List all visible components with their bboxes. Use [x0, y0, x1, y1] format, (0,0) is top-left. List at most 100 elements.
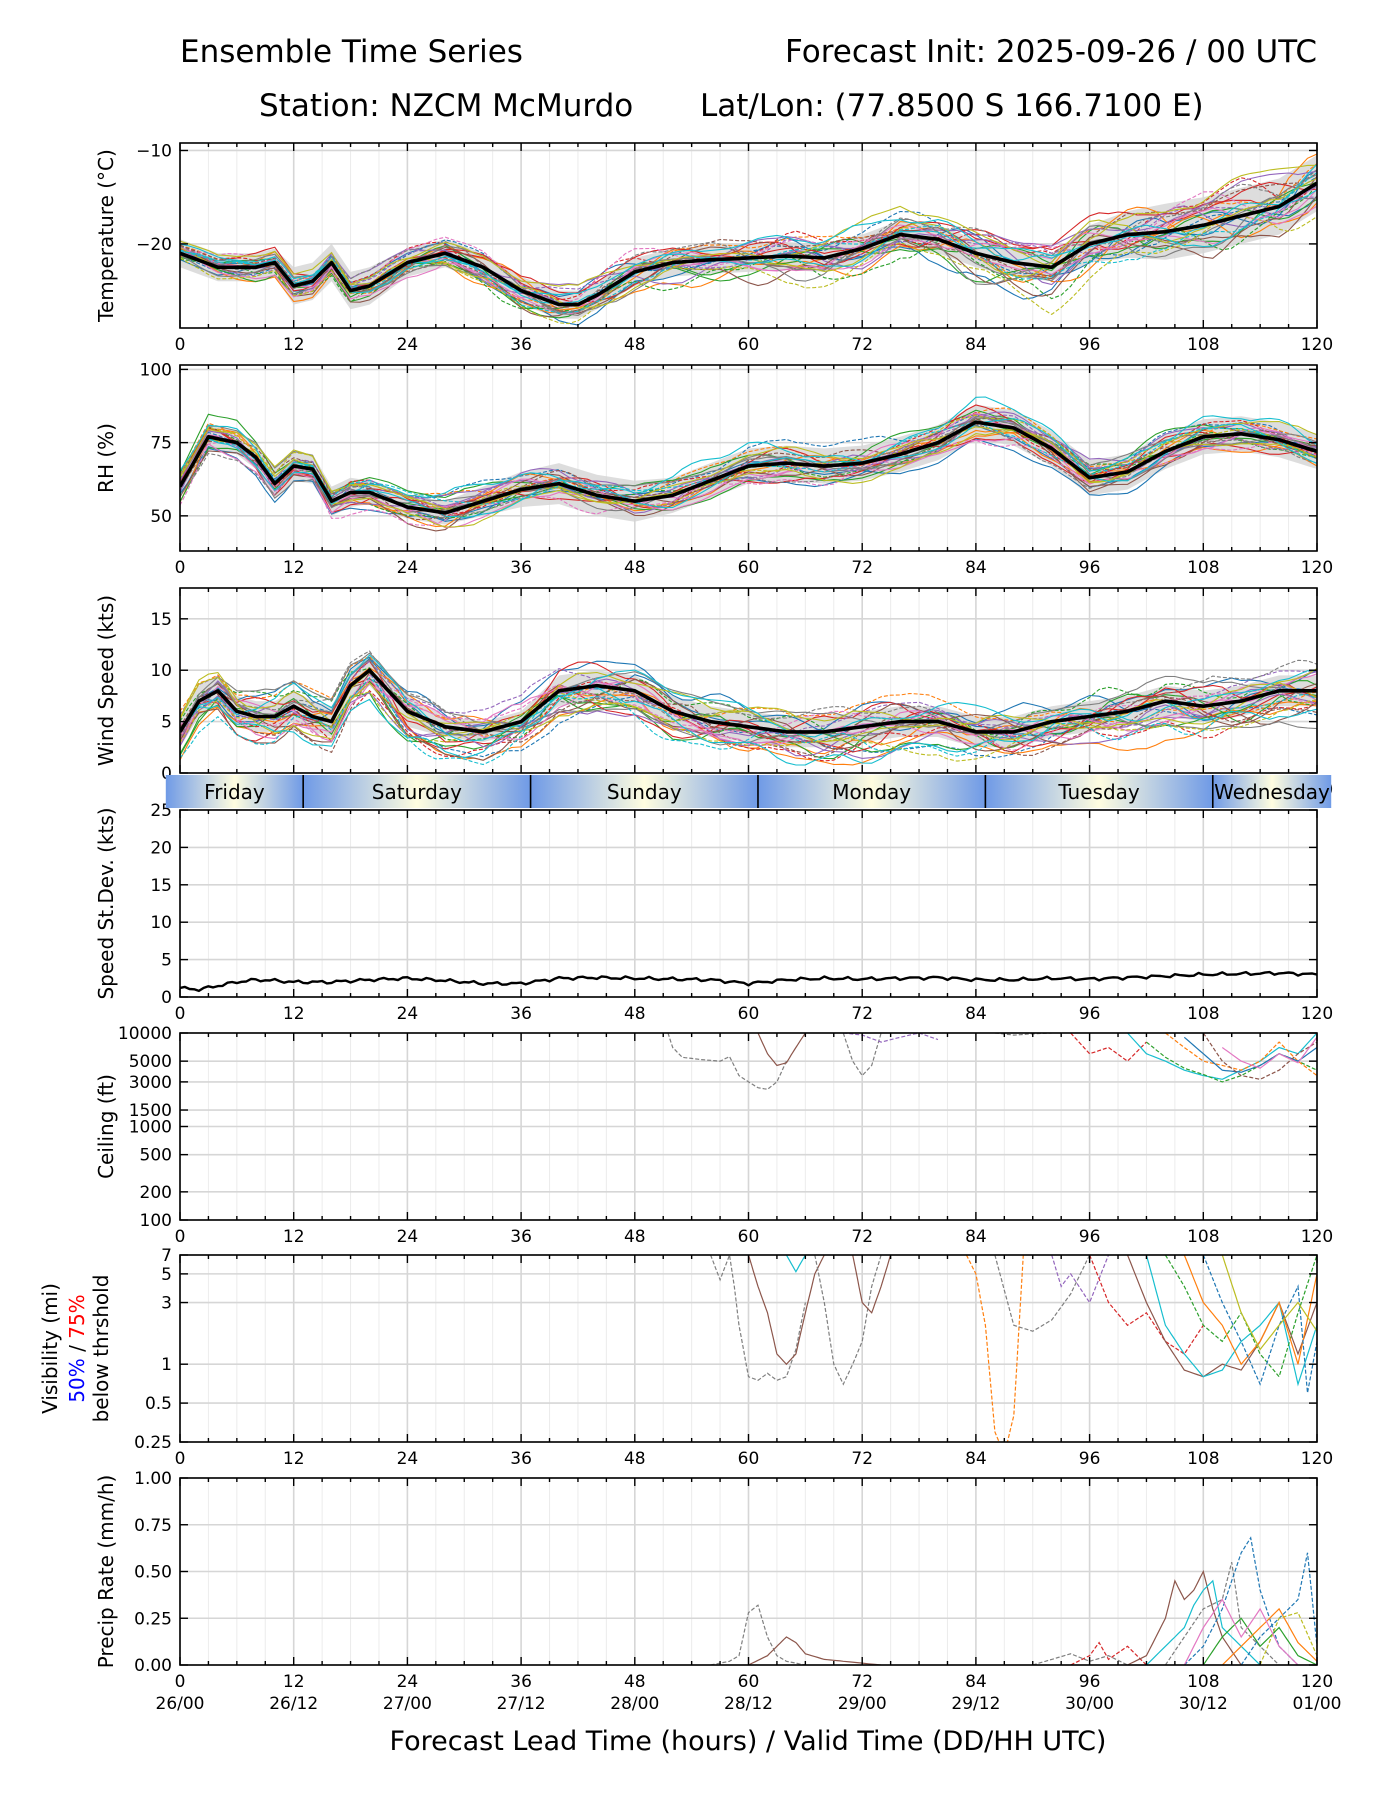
x-tick-label: 60 [738, 1227, 760, 1247]
x-tick-label: 48 [624, 1449, 646, 1469]
day-segment [530, 775, 758, 808]
ensemble-member-line [1183, 1036, 1317, 1073]
ensemble-member-line [180, 685, 1317, 766]
ensemble-member-line [1183, 1255, 1317, 1366]
y-tick-label: 5 [161, 1265, 172, 1285]
y-tick-label: −20 [136, 235, 172, 255]
y-tick-label: 0.25 [134, 1609, 172, 1629]
y-tick-label: 10 [150, 913, 172, 933]
plot-area [180, 396, 1317, 532]
x-tick-label: 12 [283, 1449, 305, 1469]
panel-wind: 01224364860728496108120051015Wind Speed … [94, 587, 1333, 800]
ensemble-member-line [1032, 1653, 1128, 1665]
x-tick-label: 24 [397, 558, 419, 578]
ensemble-member-line [747, 1255, 825, 1366]
y-axis-label: Precip Rate (mm/h) [94, 1475, 118, 1669]
y-axis-label: Temperature (°C) [94, 149, 118, 323]
day-label: Wednesday [1214, 780, 1330, 804]
valid-time-label: 27/00 [383, 1694, 432, 1714]
y-tick-label: 0 [161, 988, 172, 1008]
valid-time-label: 28/12 [724, 1694, 773, 1714]
ensemble-mean-line [180, 668, 1317, 734]
valid-time-label: 26/12 [269, 1694, 318, 1714]
ensemble-member-line [180, 153, 1317, 311]
ensemble-member-line [180, 429, 1317, 528]
x-tick-label: 12 [283, 1004, 305, 1024]
x-axis-title: Forecast Lead Time (hours) / Valid Time … [390, 1726, 1107, 1757]
y-tick-label: 1.00 [134, 1469, 172, 1489]
x-tick-label: 84 [965, 1227, 987, 1247]
forecast-init: Forecast Init: 2025-09-26 / 00 UTC [785, 34, 1317, 70]
y-tick-label: 0.00 [134, 1656, 172, 1676]
panel-rh: 0 12 24 36 48 60 72 84 96 108 120 50 75 100 RH (%) [94, 360, 1333, 578]
x-tick-label: 72 [851, 1227, 873, 1247]
below-threshold-label: below thrshold [89, 1275, 113, 1423]
valid-time-label: 27/12 [497, 1694, 546, 1714]
valid-time-label: 29/12 [951, 1694, 1000, 1714]
plot-area [180, 650, 1317, 766]
day-segment [985, 775, 1213, 808]
valid-time-label: 29/00 [838, 1694, 887, 1714]
spread-band [180, 654, 1317, 748]
ensemble-member-line [852, 1255, 892, 1314]
ensemble-member-line [180, 652, 1317, 734]
day-label: Saturday [372, 780, 462, 804]
ensemble-member-line [180, 188, 1317, 308]
x-ticks [179, 588, 1318, 773]
valid-time-label: 30/12 [1179, 1694, 1228, 1714]
x-tick-label: 36 [510, 1227, 532, 1247]
x-tick-label: 84 [965, 558, 987, 578]
x-tick-label: 60 [738, 1004, 760, 1024]
y-tick-label: 100 [140, 1211, 172, 1231]
day-segment [165, 775, 304, 808]
x-tick-label: 84 [965, 1672, 987, 1692]
day-label: Tuesday [1057, 780, 1140, 804]
x-tick-label: 48 [624, 558, 646, 578]
plot-area [180, 153, 1317, 326]
x-tick-label: 12 [283, 1227, 305, 1247]
y-axis-label: Speed St.Dev. (kts) [94, 807, 118, 999]
x-tick-label: 72 [851, 1672, 873, 1692]
ensemble-member-line [965, 1255, 1024, 1442]
panel-temp: 0 12 24 36 48 60 72 84 96 108 120 −10 −20 Temperature… [94, 141, 1333, 355]
x-tick-label: 96 [1079, 1449, 1101, 1469]
y-tick-label: 10000 [118, 1024, 172, 1044]
y-tick-label: 1000 [129, 1118, 172, 1138]
x-tick-label: 84 [965, 1004, 987, 1024]
x-tick-label: 60 [738, 335, 760, 355]
x-ticks [179, 1255, 1318, 1442]
y-tick-label: 15 [150, 610, 172, 630]
ensemble-member-line [180, 169, 1317, 298]
ensemble-member-line [748, 1636, 882, 1665]
figure-title: Ensemble Time Series [180, 34, 523, 70]
x-tick-label: 36 [510, 1449, 532, 1469]
ensemble-member-line [180, 414, 1317, 513]
ensemble-member-line [757, 1033, 806, 1067]
ensemble-member-line [180, 691, 1317, 759]
y-tick-label: 10 [150, 661, 172, 681]
ensemble-member-line [180, 691, 1317, 762]
ensemble-mean-line [180, 181, 1317, 307]
x-tick-label: 120 [1301, 1672, 1333, 1692]
ensemble-member-line [1070, 1033, 1147, 1062]
x-tick-label: 96 [1079, 558, 1101, 578]
x-tick-label: 0 [175, 1449, 186, 1469]
ensemble-member-line [842, 1033, 882, 1077]
x-tick-label: 84 [965, 335, 987, 355]
x-tick-label: 36 [510, 1672, 532, 1692]
x-tick-label: 108 [1187, 558, 1219, 578]
ensemble-member-line [843, 1033, 939, 1043]
x-ticks [179, 1033, 1318, 1220]
x-tick-label: 96 [1079, 1672, 1101, 1692]
x-tick-label: 96 [1079, 335, 1101, 355]
ensemble-member-line [180, 438, 1317, 522]
x-tick-label: 108 [1187, 1227, 1219, 1247]
y-tick-label: 15 [150, 876, 172, 896]
valid-time-label: 30/00 [1065, 1694, 1114, 1714]
day-label: Sunday [607, 780, 682, 804]
ensemble-member-line [1202, 1617, 1317, 1665]
ensemble-member-line [1165, 1033, 1317, 1077]
x-tick-label: 0 [175, 1227, 186, 1247]
